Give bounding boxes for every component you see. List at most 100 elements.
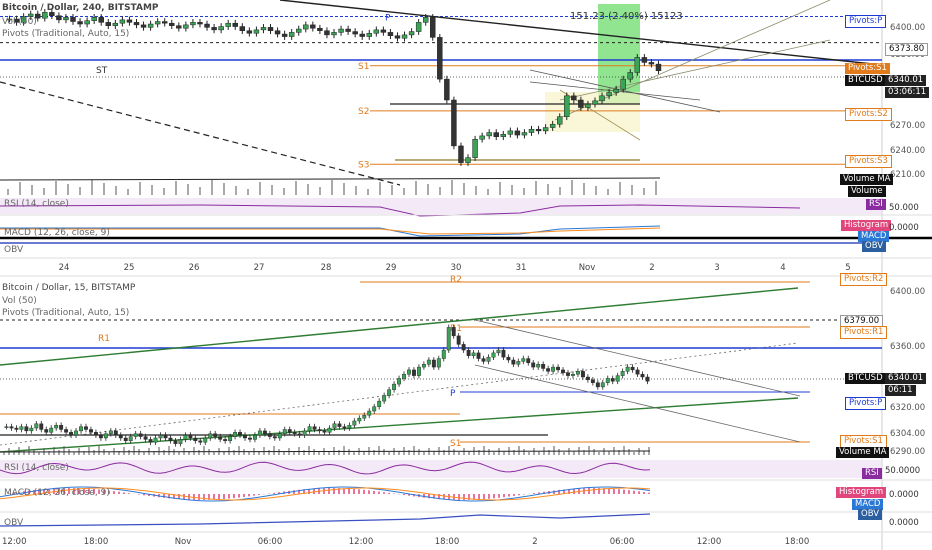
bottom-candle xyxy=(625,366,630,372)
top-candle xyxy=(70,17,76,22)
top-candle xyxy=(154,21,161,25)
top-volume-ma-line xyxy=(0,177,661,181)
top-date-tick: 3 xyxy=(714,263,719,273)
bottom-candle xyxy=(397,378,401,385)
bottom-candle xyxy=(178,439,183,444)
top-candle xyxy=(345,28,351,32)
bottom-candle xyxy=(253,434,257,440)
bottom-candle xyxy=(168,437,173,442)
bottom-time-tick: 18:00 xyxy=(435,537,460,547)
top-pivot-s3-label: S3 xyxy=(358,160,369,170)
bottom-price-tick: 6400.00 xyxy=(890,287,925,297)
bottom-candle xyxy=(521,358,526,362)
bottom-candle xyxy=(223,439,228,442)
bottom-pivot-p-label: P xyxy=(450,389,456,399)
top-candle xyxy=(84,20,90,25)
top-candle xyxy=(380,29,387,33)
bottom-candle xyxy=(421,364,426,368)
measure-label: 151.23 (2.40%) 15123 xyxy=(570,11,683,22)
top-channel-line-4 xyxy=(559,39,831,101)
top-candle xyxy=(500,133,507,137)
bottom-candle xyxy=(620,371,625,376)
bottom-candle xyxy=(113,430,118,436)
top-candle xyxy=(140,24,147,28)
bottom-pivot-r1-label: R1 xyxy=(450,324,462,334)
bottom-candle xyxy=(173,440,178,444)
bottom-channel-upper xyxy=(0,287,799,366)
bottom-candle xyxy=(471,352,476,356)
bottom-chart-title: Bitcoin / Dollar, 15, BITSTAMP xyxy=(2,283,136,293)
top-pivot-s1-label: S1 xyxy=(358,62,369,72)
top-pivots-indicator-label[interactable]: Pivots (Traditional, Auto, 15) xyxy=(2,29,130,39)
bottom-candle xyxy=(590,379,595,383)
bottom-time-tick: 18:00 xyxy=(785,537,810,547)
bottom-candle xyxy=(387,389,392,396)
bottom-candle xyxy=(49,427,54,433)
top-date-tick: 5 xyxy=(845,263,850,273)
bottom-candle xyxy=(412,369,416,376)
top-candle xyxy=(627,72,633,80)
bottom-time-tick: 06:00 xyxy=(258,537,283,547)
bottom-pivots-indicator-label[interactable]: Pivots (Traditional, Auto, 15) xyxy=(2,308,130,318)
top-date-tick: 30 xyxy=(451,263,462,273)
top-price-tick: 6270.00 xyxy=(890,121,925,131)
top-candle xyxy=(169,22,175,26)
top-candle xyxy=(507,130,514,135)
bottom-candle xyxy=(64,429,69,433)
top-candle xyxy=(274,30,281,35)
bottom-candle xyxy=(576,371,580,375)
top-volume-indicator-label[interactable]: Vol (50) xyxy=(2,17,37,27)
bottom-countdown-tag: 06:11 xyxy=(885,385,916,396)
bottom-candle xyxy=(546,368,551,372)
top-candle xyxy=(303,24,309,30)
bottom-candle xyxy=(571,373,575,376)
bottom-obv-label[interactable]: OBV xyxy=(4,518,24,528)
top-candle xyxy=(91,17,97,21)
bottom-candle xyxy=(133,433,138,437)
top-candle xyxy=(451,99,457,147)
top-dashed-trendline xyxy=(0,81,401,186)
top-rsi-band xyxy=(0,198,882,214)
top-candle xyxy=(204,23,210,28)
top-candle xyxy=(98,17,104,23)
top-rsi-label[interactable]: RSI (14, close) xyxy=(4,199,69,209)
bottom-candle xyxy=(138,433,143,437)
top-pivot-s3-tag: Pivots:S3 xyxy=(845,155,892,168)
top-candle xyxy=(105,22,111,26)
top-candle xyxy=(267,27,274,31)
bottom-candle xyxy=(362,415,367,419)
top-candle xyxy=(564,95,570,117)
top-downtrend-line xyxy=(279,0,883,66)
top-candle xyxy=(197,22,203,25)
bottom-volume-indicator-label[interactable]: Vol (50) xyxy=(2,296,37,306)
bottom-rsi-label[interactable]: RSI (14, close) xyxy=(4,463,69,473)
bottom-macd-label[interactable]: MACD (12, 26, close, 9) xyxy=(4,488,110,498)
top-candle xyxy=(310,24,316,29)
top-candle xyxy=(557,116,563,125)
bottom-candle xyxy=(69,432,74,436)
bottom-pivot-p-tag: Pivots:P xyxy=(845,397,887,410)
top-candle xyxy=(338,28,344,33)
bottom-candle xyxy=(54,425,59,429)
top-candle xyxy=(161,21,168,24)
top-price-tick: 6400.00 xyxy=(890,23,925,33)
bottom-candle xyxy=(188,434,193,439)
top-date-tick: 28 xyxy=(321,263,332,273)
bottom-falling-line-1 xyxy=(474,319,801,397)
bottom-candle xyxy=(312,426,317,430)
top-candle xyxy=(253,29,260,34)
top-candle xyxy=(655,63,662,72)
top-candle xyxy=(514,130,521,136)
bottom-candle xyxy=(595,382,600,388)
bottom-time-tick: 2 xyxy=(532,537,537,547)
top-obv-label[interactable]: OBV xyxy=(4,245,24,255)
top-macd-label[interactable]: MACD (12, 26, close, 9) xyxy=(4,228,110,238)
bottom-volume-ma-tag: Volume MA xyxy=(836,447,890,458)
top-candle xyxy=(176,25,182,29)
top-obv-tag: OBV xyxy=(862,241,887,252)
top-last-price-tag: 6340.01 xyxy=(885,75,927,86)
bottom-price-tick: 6290.00 xyxy=(890,447,925,457)
bottom-candle xyxy=(19,426,24,430)
